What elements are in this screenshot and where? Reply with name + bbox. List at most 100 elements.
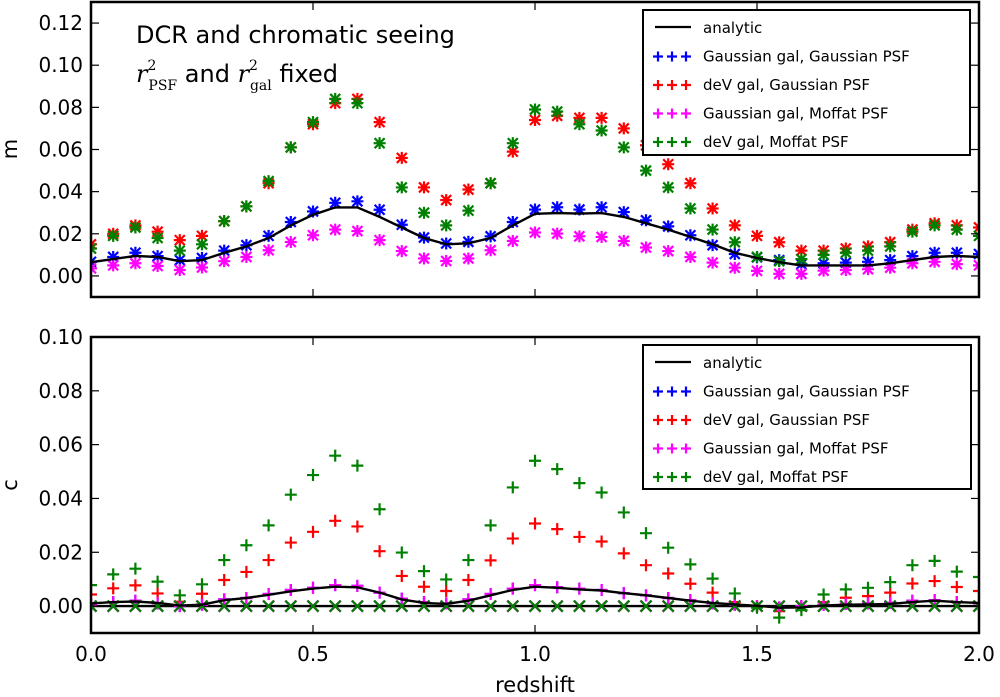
xtick-label: 2.0 (963, 642, 995, 666)
data-point-x (906, 225, 919, 238)
r-gal-sup: 2 (249, 58, 258, 74)
data-point-x (840, 264, 852, 276)
data-point-x (773, 236, 785, 248)
legend-plus-swatch (653, 137, 663, 147)
data-point-x (662, 158, 674, 171)
data-point-x (462, 204, 475, 217)
data-point-x (573, 230, 586, 243)
data-point-plus (196, 578, 208, 591)
data-point-x (840, 246, 852, 259)
ytick-label: 0.04 (38, 180, 83, 204)
data-point-plus (573, 530, 586, 543)
data-point-x (706, 202, 719, 215)
data-point-x (351, 225, 364, 237)
legend-label: Gaussian gal, Gaussian PSF (703, 383, 910, 401)
legend-plus-swatch (681, 137, 691, 147)
data-point-plus (373, 503, 386, 516)
data-point-plus (573, 477, 586, 490)
data-point-x (684, 202, 697, 215)
legend-entry: analytic (655, 354, 762, 372)
legend-plus-swatch (667, 108, 677, 119)
annotation-line1: DCR and chromatic seeing (136, 21, 455, 49)
data-point-x (373, 599, 386, 613)
legend-plus-swatch (667, 443, 677, 454)
data-point-plus (928, 575, 941, 588)
data-point-plus (284, 488, 297, 501)
ytick-label: 0.04 (38, 486, 83, 510)
data-point-x (440, 255, 452, 267)
series-gaussian-gal-moffat-psf (91, 579, 979, 614)
legend-entry: Gaussian gal, Gaussian PSF (653, 48, 910, 66)
data-point-plus (595, 486, 608, 499)
data-point-x (217, 599, 231, 613)
data-point-x (618, 141, 630, 154)
data-point-plus (595, 535, 608, 548)
data-point-x (196, 238, 208, 251)
legend-label: analytic (703, 19, 762, 37)
legend-plus-swatch (667, 137, 677, 147)
top-marks (91, 92, 979, 280)
data-point-plus (640, 527, 652, 540)
data-point-plus (307, 525, 319, 538)
data-point-x (839, 599, 853, 613)
data-point-x (617, 599, 631, 613)
legend-plus-swatch (653, 51, 663, 62)
data-point-plus (773, 611, 786, 624)
data-point-x (729, 219, 741, 232)
data-point-x (573, 599, 586, 613)
data-point-plus (107, 582, 120, 595)
data-point-x (484, 177, 497, 189)
legend-plus-swatch (681, 415, 691, 425)
legend-box (642, 9, 971, 156)
data-point-plus (395, 569, 408, 582)
data-point-x (418, 252, 430, 265)
data-point-plus (173, 589, 186, 602)
data-point-x (329, 93, 341, 105)
xlabel: redshift (495, 673, 575, 697)
data-point-x (373, 116, 386, 128)
data-point-x (307, 229, 319, 242)
data-point-x (240, 599, 253, 613)
data-point-plus (662, 567, 675, 580)
data-point-x (440, 219, 452, 232)
data-point-x (462, 252, 475, 265)
data-point-plus (462, 554, 475, 567)
data-point-x (484, 599, 497, 613)
legend-entry: deV gal, Gaussian PSF (653, 76, 870, 94)
data-point-x (107, 230, 119, 242)
xtick-label: 0.5 (297, 642, 329, 666)
data-point-x (440, 194, 452, 206)
annotation-and: and (177, 60, 237, 88)
data-point-x (684, 251, 697, 263)
data-point-x (973, 221, 979, 234)
data-point-plus (751, 601, 763, 614)
data-point-plus (91, 262, 97, 275)
data-point-x (507, 235, 519, 247)
data-point-x (218, 215, 230, 227)
data-point-x (285, 216, 297, 228)
data-point-plus (151, 575, 164, 588)
data-point-x (240, 200, 253, 213)
legend-plus-swatch (653, 472, 663, 482)
data-point-plus (928, 554, 941, 567)
data-point-plus (462, 573, 475, 586)
data-point-x (373, 203, 386, 216)
data-point-x (928, 219, 941, 232)
data-point-plus (640, 559, 652, 572)
data-point-x (396, 245, 408, 257)
data-point-x (107, 259, 119, 272)
data-point-x (706, 223, 719, 236)
data-point-x (262, 599, 275, 613)
data-point-plus (484, 519, 497, 532)
data-point-x (262, 175, 275, 187)
data-point-x (551, 201, 563, 214)
data-point-x (418, 206, 430, 219)
data-point-plus (351, 520, 364, 533)
data-point-x (395, 599, 409, 613)
data-point-x (129, 221, 142, 234)
legend-plus-swatch (681, 386, 691, 397)
data-point-x (285, 141, 297, 154)
data-point-x (174, 234, 186, 246)
data-point-x (618, 235, 630, 247)
legend-entry: Gaussian gal, Moffat PSF (653, 105, 889, 123)
